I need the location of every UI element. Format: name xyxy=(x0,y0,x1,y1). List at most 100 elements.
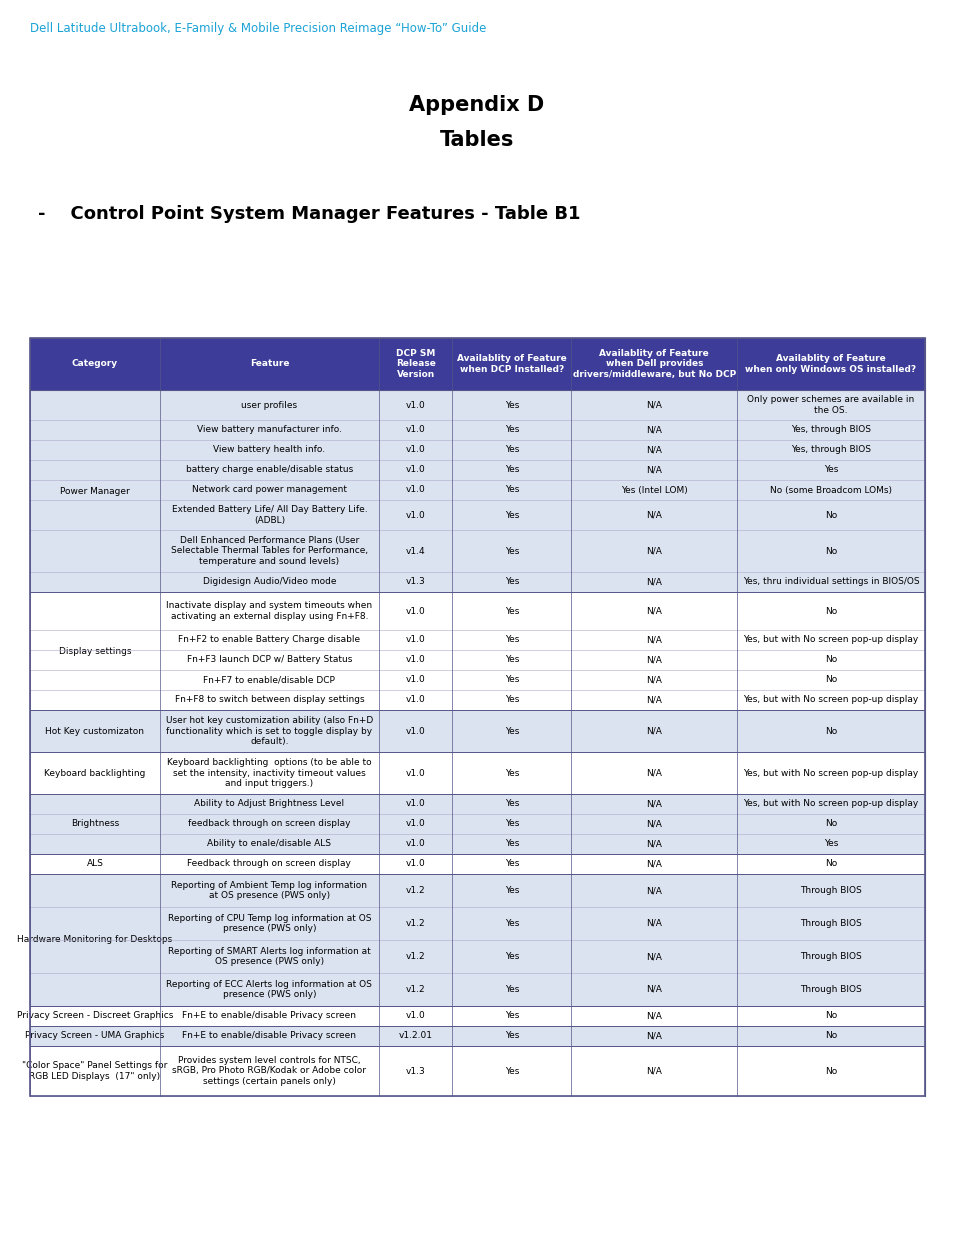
Bar xyxy=(571,752,737,794)
Bar xyxy=(378,853,452,874)
Text: View battery health info.: View battery health info. xyxy=(213,446,325,454)
Bar xyxy=(378,690,452,710)
Bar xyxy=(159,973,378,1007)
Text: N/A: N/A xyxy=(645,860,661,868)
Bar xyxy=(159,480,378,500)
Bar xyxy=(737,390,924,420)
Text: Yes: Yes xyxy=(504,799,518,809)
Bar xyxy=(159,940,378,973)
Bar xyxy=(159,853,378,874)
Text: Yes: Yes xyxy=(504,860,518,868)
Bar xyxy=(378,420,452,440)
Text: N/A: N/A xyxy=(645,547,661,556)
Bar xyxy=(30,874,159,1007)
Text: N/A: N/A xyxy=(645,986,661,994)
Bar xyxy=(452,690,571,710)
Text: Reporting of Ambient Temp log information
at OS presence (PWS only): Reporting of Ambient Temp log informatio… xyxy=(172,881,367,900)
Text: Inactivate display and system timeouts when
activating an external display using: Inactivate display and system timeouts w… xyxy=(166,601,372,621)
Bar xyxy=(452,530,571,572)
Text: N/A: N/A xyxy=(645,606,661,615)
Text: v1.0: v1.0 xyxy=(405,695,425,704)
Text: Yes, through BIOS: Yes, through BIOS xyxy=(790,446,870,454)
Bar xyxy=(378,390,452,420)
Bar xyxy=(378,1007,452,1026)
Bar xyxy=(452,338,571,390)
Bar xyxy=(737,338,924,390)
Text: N/A: N/A xyxy=(645,578,661,587)
Text: Privacy Screen - UMA Graphics: Privacy Screen - UMA Graphics xyxy=(25,1031,164,1041)
Text: N/A: N/A xyxy=(645,656,661,664)
Bar xyxy=(159,690,378,710)
Text: Yes: Yes xyxy=(504,547,518,556)
Text: v1.2: v1.2 xyxy=(406,919,425,927)
Text: feedback through on screen display: feedback through on screen display xyxy=(188,820,351,829)
Bar xyxy=(30,752,159,794)
Bar xyxy=(571,530,737,572)
Bar xyxy=(737,480,924,500)
Bar xyxy=(159,338,378,390)
Bar xyxy=(571,940,737,973)
Text: Yes, but with No screen pop-up display: Yes, but with No screen pop-up display xyxy=(742,799,918,809)
Bar xyxy=(737,1046,924,1095)
Text: No: No xyxy=(824,676,837,684)
Text: Feedback through on screen display: Feedback through on screen display xyxy=(188,860,351,868)
Bar xyxy=(159,630,378,650)
Text: Yes: Yes xyxy=(823,840,838,848)
Text: Yes, through BIOS: Yes, through BIOS xyxy=(790,426,870,435)
Bar xyxy=(378,794,452,814)
Bar xyxy=(30,853,159,874)
Text: v1.0: v1.0 xyxy=(405,656,425,664)
Bar xyxy=(378,671,452,690)
Text: N/A: N/A xyxy=(645,799,661,809)
Text: Fn+E to enable/disable Privacy screen: Fn+E to enable/disable Privacy screen xyxy=(182,1031,356,1041)
Text: Display settings: Display settings xyxy=(58,646,131,656)
Text: -    Control Point System Manager Features - Table B1: - Control Point System Manager Features … xyxy=(38,205,579,224)
Bar xyxy=(571,390,737,420)
Bar xyxy=(571,671,737,690)
Text: N/A: N/A xyxy=(645,510,661,520)
Text: Fn+F3 launch DCP w/ Battery Status: Fn+F3 launch DCP w/ Battery Status xyxy=(187,656,352,664)
Text: No: No xyxy=(824,820,837,829)
Text: Extended Battery Life/ All Day Battery Life.
(ADBL): Extended Battery Life/ All Day Battery L… xyxy=(172,505,367,525)
Text: v1.0: v1.0 xyxy=(405,446,425,454)
Bar xyxy=(452,572,571,592)
Bar xyxy=(452,1007,571,1026)
Text: Provides system level controls for NTSC,
sRGB, Pro Photo RGB/Kodak or Adobe colo: Provides system level controls for NTSC,… xyxy=(172,1056,366,1086)
Text: N/A: N/A xyxy=(645,1031,661,1041)
Text: v1.0: v1.0 xyxy=(405,636,425,645)
Bar xyxy=(378,530,452,572)
Bar xyxy=(378,1046,452,1095)
Text: Brightness: Brightness xyxy=(71,820,119,829)
Bar xyxy=(452,592,571,630)
Bar xyxy=(737,1026,924,1046)
Bar xyxy=(571,480,737,500)
Text: Only power schemes are available in
the OS.: Only power schemes are available in the … xyxy=(746,395,914,415)
Bar xyxy=(159,1007,378,1026)
Text: Yes: Yes xyxy=(504,676,518,684)
Text: Availablity of Feature
when Dell provides
drivers/middleware, but No DCP: Availablity of Feature when Dell provide… xyxy=(572,350,735,379)
Bar xyxy=(378,710,452,752)
Text: Yes: Yes xyxy=(504,840,518,848)
Bar xyxy=(30,1026,159,1046)
Bar xyxy=(30,592,159,710)
Text: v1.0: v1.0 xyxy=(405,820,425,829)
Text: No: No xyxy=(824,726,837,736)
Text: v1.0: v1.0 xyxy=(405,799,425,809)
Bar xyxy=(452,420,571,440)
Text: v1.2: v1.2 xyxy=(406,952,425,961)
Bar xyxy=(737,853,924,874)
Text: No: No xyxy=(824,1011,837,1020)
Bar xyxy=(159,572,378,592)
Bar xyxy=(378,500,452,530)
Bar xyxy=(159,440,378,459)
Text: Through BIOS: Through BIOS xyxy=(800,986,861,994)
Text: v1.3: v1.3 xyxy=(405,1067,425,1076)
Text: Yes: Yes xyxy=(504,636,518,645)
Bar xyxy=(452,459,571,480)
Text: Yes: Yes xyxy=(504,578,518,587)
Bar xyxy=(452,671,571,690)
Bar xyxy=(737,671,924,690)
Bar xyxy=(159,874,378,906)
Bar xyxy=(159,420,378,440)
Text: v1.0: v1.0 xyxy=(405,768,425,778)
